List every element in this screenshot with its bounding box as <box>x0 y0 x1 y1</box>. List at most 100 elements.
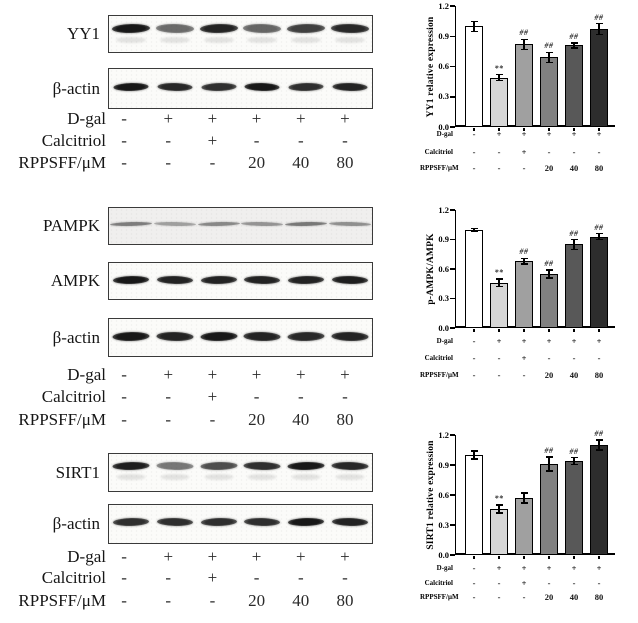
blot-lane <box>240 505 284 543</box>
protein-band <box>244 83 280 92</box>
blot-smudge <box>335 37 366 44</box>
protein-band <box>199 331 238 342</box>
blot-lane <box>240 16 284 52</box>
blot-lane <box>109 263 153 299</box>
bar <box>515 44 533 127</box>
chart-x-row-value: + <box>596 562 602 573</box>
error-bar-cap-bottom <box>495 80 503 82</box>
panel-AMPK: PAMPK AMPK β-actin D-gal - + + + + + Calcitriol - - +… <box>0 195 638 429</box>
treatment-value: - <box>165 153 172 172</box>
error-bar-cap-top <box>595 233 603 235</box>
blot-membrane <box>108 262 373 300</box>
chart-x-row-value: + <box>571 128 577 139</box>
protein-band <box>288 82 324 92</box>
chart-x-row-value: - <box>472 128 476 139</box>
blot-lane <box>284 505 328 543</box>
treatment-value: - <box>297 387 304 406</box>
protein-band <box>331 331 369 342</box>
bar <box>590 445 608 555</box>
significance-marker: ** <box>494 494 504 503</box>
y-tick <box>450 524 455 526</box>
treatment-label: Calcitriol <box>41 568 106 587</box>
chart-x-row-value: - <box>572 352 576 363</box>
y-tick <box>450 96 455 98</box>
blot-lane <box>328 208 372 244</box>
bar <box>565 45 583 127</box>
blot-lane <box>284 319 328 356</box>
chart-x-row-label: D-gal <box>436 336 453 345</box>
treatment-value: + <box>163 547 174 566</box>
error-bar-cap-top <box>520 257 528 259</box>
treatment-value: + <box>207 568 218 587</box>
treatment-value: + <box>207 131 218 150</box>
x-tick <box>548 128 550 131</box>
chart-x-row-value: + <box>521 562 527 573</box>
x-tick <box>523 556 525 559</box>
chart-x-row-value: + <box>521 352 527 363</box>
x-tick <box>473 329 475 332</box>
error-bar-cap-bottom <box>545 277 553 279</box>
error-bar-cap-top <box>595 439 603 441</box>
chart-x-row-value: - <box>597 146 601 157</box>
chart-x-row-value: + <box>546 335 552 346</box>
blot-label: β-actin <box>52 78 100 98</box>
blot-membrane <box>108 318 373 357</box>
error-bar <box>523 493 525 503</box>
protein-band <box>243 23 282 34</box>
bar <box>540 57 558 127</box>
x-tick <box>598 556 600 559</box>
significance-marker: ## <box>569 31 579 41</box>
protein-band <box>197 221 240 227</box>
chart-x-row-label: D-gal <box>436 563 453 572</box>
error-bar-cap-bottom <box>545 61 553 64</box>
significance-marker: ## <box>544 41 554 51</box>
chart-x-row-label: RPPSFF/μM <box>420 370 459 379</box>
y-tick <box>450 494 455 496</box>
protein-band <box>112 331 150 342</box>
error-bar-cap-top <box>570 456 578 459</box>
error-bar-cap-bottom <box>570 47 578 49</box>
protein-band <box>329 221 372 227</box>
chart-x-row-value: 80 <box>594 369 604 380</box>
treatment-label: RPPSFF/μM <box>18 410 106 429</box>
treatment-value: - <box>165 410 172 429</box>
error-bar-cap-top <box>495 73 503 76</box>
y-tick <box>450 297 455 300</box>
treatment-values-row: - - - 20 40 80 <box>102 409 367 431</box>
y-tick <box>450 209 455 211</box>
treatment-value: + <box>251 547 262 566</box>
protein-band <box>112 275 150 285</box>
blot-lane <box>197 454 241 491</box>
blot-lane <box>328 505 372 543</box>
treatment-value: - <box>121 568 127 587</box>
protein-band <box>157 83 193 92</box>
significance-marker: ## <box>594 12 604 22</box>
significance-marker: ## <box>519 247 529 257</box>
protein-band <box>199 23 238 34</box>
protein-band <box>112 517 150 527</box>
treatment-label: D-gal <box>67 547 106 566</box>
treatment-value: - <box>209 153 216 172</box>
blot-smudge <box>247 37 278 44</box>
treatment-value: + <box>251 109 262 128</box>
protein-band <box>287 331 325 342</box>
error-bar <box>498 74 500 81</box>
error-bar-cap-bottom <box>520 48 528 51</box>
treatment-values-row: - - + - - - <box>102 386 367 408</box>
treatment-value: - <box>297 568 304 587</box>
blot-lane <box>153 263 197 299</box>
treatment-value: 40 <box>292 591 310 610</box>
treatment-value: 80 <box>336 591 354 610</box>
chart-x-row-label: RPPSFF/μM <box>420 592 459 601</box>
error-bar-cap-bottom <box>545 470 553 472</box>
chart-x-row-value: - <box>572 577 576 588</box>
chart-x-row-value: 20 <box>544 369 554 380</box>
significance-marker: ## <box>519 28 529 38</box>
blot-lane <box>197 69 241 108</box>
error-bar-cap-bottom <box>470 458 478 460</box>
treatment-value: - <box>165 387 172 406</box>
x-tick <box>598 329 600 332</box>
error-bar-cap-top <box>495 278 503 280</box>
chart-x-row-label: Calcitriol <box>424 353 453 362</box>
